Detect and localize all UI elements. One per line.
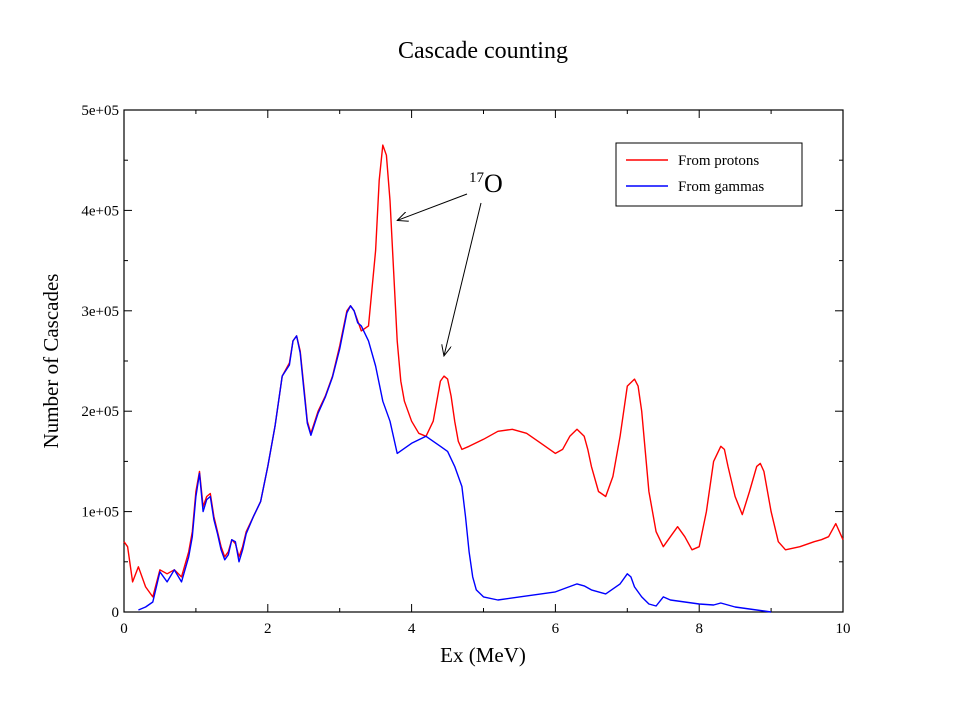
y-axis-label: Number of Cascades <box>39 274 63 449</box>
x-axis-label: Ex (MeV) <box>440 643 526 667</box>
series-line-from-gammas <box>138 305 772 613</box>
x-tick-label: 8 <box>695 621 703 637</box>
legend-label-gammas: From gammas <box>678 179 764 195</box>
y-tick-label: 2e+05 <box>81 404 119 420</box>
annotation-arrow-1 <box>397 193 468 220</box>
annotation-arrow-2 <box>444 202 482 356</box>
series-layer <box>123 144 844 613</box>
o17-label: 17O <box>469 169 503 198</box>
o17-element: O <box>484 169 503 198</box>
x-tick-label: 10 <box>836 621 851 637</box>
x-axis-ticks: 0 2 4 6 8 10 <box>120 110 851 637</box>
x-tick-label: 6 <box>552 621 560 637</box>
y-tick-label: 4e+05 <box>81 203 119 219</box>
legend-label-protons: From protons <box>678 153 759 169</box>
x-tick-label: 2 <box>264 621 272 637</box>
series-line-from-protons <box>123 144 844 598</box>
y-tick-label: 1e+05 <box>81 505 119 521</box>
o17-mass-number: 17 <box>469 170 485 186</box>
x-tick-label: 0 <box>120 621 128 637</box>
y-tick-label: 0 <box>112 605 120 621</box>
y-tick-label: 5e+05 <box>81 103 119 119</box>
y-axis-ticks: 0 1e+05 2e+05 3e+05 4e+05 5e+05 <box>81 103 843 621</box>
o17-annotation: 17O <box>397 169 503 356</box>
chart-legend: From protons From gammas <box>615 142 803 207</box>
x-tick-label: 4 <box>408 621 416 637</box>
y-tick-label: 3e+05 <box>81 304 119 320</box>
chart-title: Cascade counting <box>398 38 568 64</box>
legend-box <box>615 142 803 207</box>
